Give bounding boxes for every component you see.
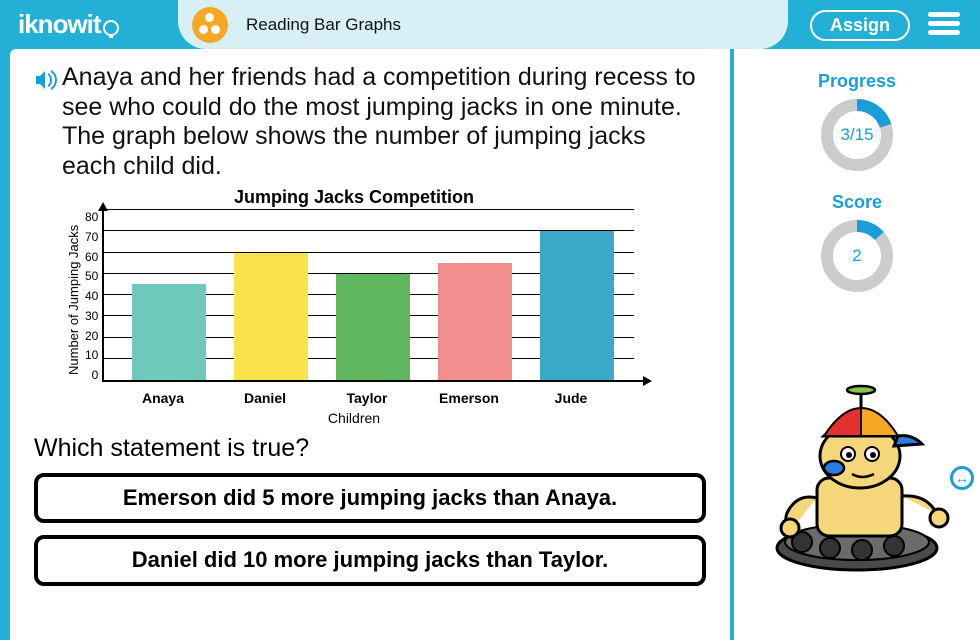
topic-icon (192, 7, 228, 43)
topic-title: Reading Bar Graphs (246, 15, 401, 35)
chart-yticks: 80 70 60 50 40 30 20 10 0 (83, 210, 102, 382)
score-ring: 2 (818, 217, 896, 295)
xlabel: Emerson (418, 390, 520, 406)
speaker-icon[interactable] (34, 69, 58, 96)
side-panel: Progress 3/15 Score 2 (730, 49, 980, 640)
xlabel: Taylor (316, 390, 418, 406)
bar-jude (540, 231, 614, 380)
score-label: Score (734, 192, 980, 213)
logo-text: iknowit (18, 9, 101, 40)
score-text: 2 (818, 217, 896, 295)
chart: Jumping Jacks Competition Number of Jump… (64, 187, 644, 426)
bar-anaya (132, 284, 206, 380)
ytick: 20 (85, 329, 98, 343)
question-panel: Anaya and her friends had a competition … (10, 49, 730, 640)
menu-icon[interactable] (928, 12, 960, 36)
ytick: 70 (85, 230, 98, 244)
collapse-icon[interactable]: ↔ (950, 466, 974, 490)
ytick: 40 (85, 289, 98, 303)
ytick: 30 (85, 309, 98, 323)
topic-pill: Reading Bar Graphs (178, 0, 788, 49)
stage: Anaya and her friends had a competition … (10, 49, 980, 640)
bar-taylor (336, 274, 410, 380)
xlabel: Daniel (214, 390, 316, 406)
ytick: 50 (85, 269, 98, 283)
xlabel: Anaya (112, 390, 214, 406)
logo[interactable]: iknowit (0, 9, 119, 40)
ytick: 60 (85, 250, 98, 264)
assign-button[interactable]: Assign (810, 10, 910, 41)
bar-emerson (438, 263, 512, 380)
answer-option-1[interactable]: Daniel did 10 more jumping jacks than Ta… (34, 535, 706, 585)
chart-xlabels: AnayaDanielTaylorEmersonJude (112, 390, 632, 406)
chart-plot (102, 210, 644, 382)
chart-title: Jumping Jacks Competition (64, 187, 644, 208)
robot-mascot (752, 378, 962, 578)
progress-text: 3/15 (818, 96, 896, 174)
ytick: 10 (85, 348, 98, 362)
question-sub-prompt: Which statement is true? (34, 434, 706, 463)
answer-list: Emerson did 5 more jumping jacks than An… (34, 473, 706, 586)
ytick: 0 (85, 368, 98, 382)
lightbulb-icon (103, 20, 119, 36)
question-prompt: Anaya and her friends had a competition … (62, 63, 706, 181)
progress-ring: 3/15 (818, 96, 896, 174)
app-header: iknowit Reading Bar Graphs Assign (0, 0, 980, 49)
answer-option-0[interactable]: Emerson did 5 more jumping jacks than An… (34, 473, 706, 523)
ytick: 80 (85, 210, 98, 224)
chart-xlabel: Children (64, 410, 644, 426)
progress-label: Progress (734, 71, 980, 92)
bar-daniel (234, 253, 308, 381)
chart-ylabel: Number of Jumping Jacks (64, 210, 83, 390)
xlabel: Jude (520, 390, 622, 406)
